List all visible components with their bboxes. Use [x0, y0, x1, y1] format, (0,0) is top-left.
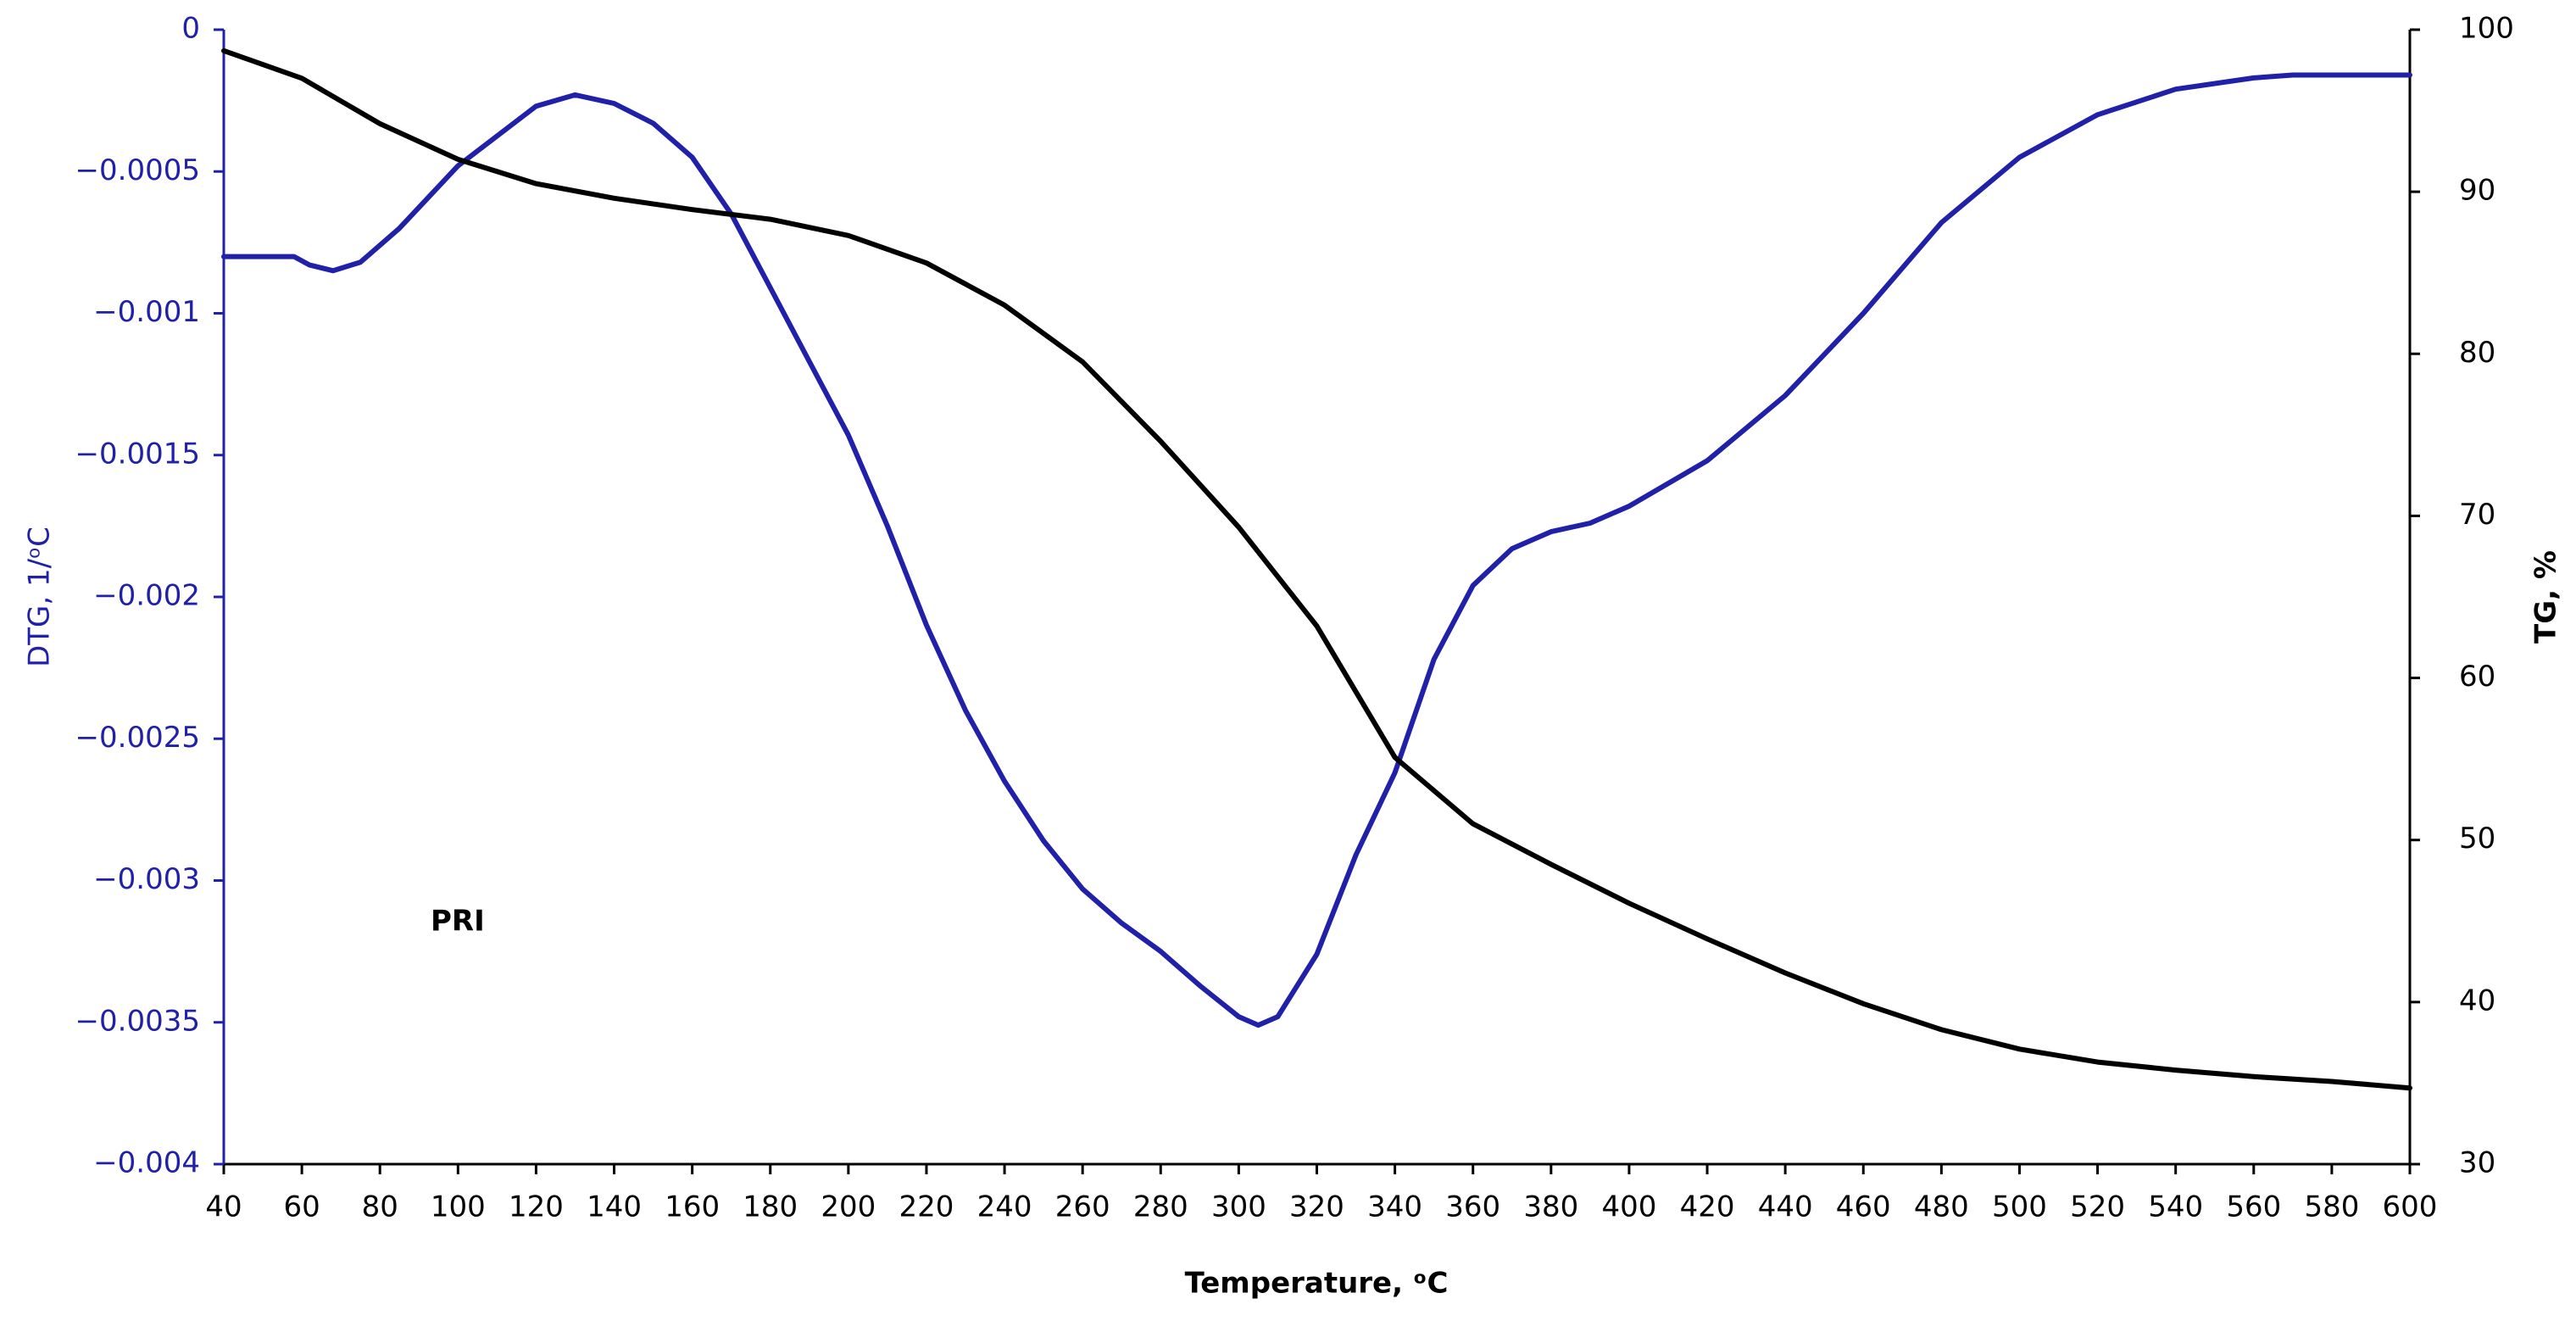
x-tick-label: 40 — [205, 1190, 242, 1224]
series-line — [221, 72, 2412, 1028]
x-tick-label: 180 — [743, 1190, 798, 1224]
x-tick-label: 300 — [1211, 1190, 1266, 1224]
x-tick-label: 200 — [821, 1190, 876, 1224]
x-tick-label: 100 — [431, 1190, 486, 1224]
y-tick-label: 0 — [181, 12, 200, 46]
y-tick-label: −0.001 — [93, 295, 200, 329]
x-tick-label: 440 — [1758, 1190, 1813, 1224]
y2-tick-label: 90 — [2459, 174, 2495, 208]
x-tick-label: 240 — [977, 1190, 1032, 1224]
x-tick-label: 60 — [283, 1190, 320, 1224]
x-axis-title: Temperature, ᵒC — [1185, 1267, 1449, 1301]
y2-tick-label: 50 — [2459, 822, 2495, 856]
x-tick-label: 220 — [899, 1190, 954, 1224]
y2-tick-label: 100 — [2459, 12, 2514, 46]
annotation: PRI — [431, 905, 485, 939]
y-tick-label: −0.0025 — [75, 721, 200, 755]
x-tick-label: 540 — [2148, 1190, 2203, 1224]
x-tick-label: 560 — [2226, 1190, 2281, 1224]
y2-tick-label: 60 — [2459, 660, 2495, 694]
x-tick-label: 480 — [1914, 1190, 1969, 1224]
x-tick-label: 340 — [1367, 1190, 1422, 1224]
y-tick-label: −0.0035 — [75, 1004, 200, 1038]
y2-tick-label: 40 — [2459, 984, 2495, 1017]
x-tick-label: 80 — [362, 1190, 398, 1224]
x-tick-label: 160 — [665, 1190, 720, 1224]
x-tick-label: 520 — [2070, 1190, 2125, 1224]
x-tick-label: 400 — [1601, 1190, 1656, 1224]
x-tick-label: 360 — [1445, 1190, 1500, 1224]
y-tick-label: −0.004 — [93, 1146, 200, 1180]
x-tick-label: 260 — [1055, 1190, 1110, 1224]
y2-tick-label: 30 — [2459, 1146, 2495, 1180]
y2-tick-label: 70 — [2459, 498, 2495, 532]
x-tick-label: 320 — [1289, 1190, 1344, 1224]
x-tick-label: 380 — [1523, 1190, 1578, 1224]
y-tick-label: −0.0005 — [75, 153, 200, 187]
x-tick-label: 280 — [1133, 1190, 1188, 1224]
x-tick-label: 140 — [587, 1190, 642, 1224]
x-tick-label: 420 — [1680, 1190, 1735, 1224]
y2-tick-label: 80 — [2459, 336, 2495, 370]
y2-axis-title: TG, % — [2529, 550, 2563, 644]
x-tick-label: 600 — [2383, 1190, 2438, 1224]
y-axis-title: DTG, 1/ᵒC — [23, 527, 57, 667]
x-tick-label: 120 — [509, 1190, 564, 1224]
y-tick-label: −0.003 — [93, 862, 200, 896]
x-tick-label: 460 — [1836, 1190, 1891, 1224]
series-line — [221, 47, 2412, 1091]
x-tick-label: 580 — [2304, 1190, 2359, 1224]
y-tick-label: −0.0015 — [75, 437, 200, 471]
x-tick-label: 500 — [1992, 1190, 2047, 1224]
y-tick-label: −0.002 — [93, 579, 200, 613]
